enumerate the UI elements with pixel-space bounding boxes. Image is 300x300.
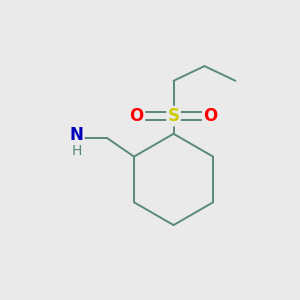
Text: O: O: [203, 107, 218, 125]
Text: O: O: [130, 107, 144, 125]
Text: N: N: [70, 126, 83, 144]
Text: S: S: [168, 107, 180, 125]
Text: H: H: [71, 145, 82, 158]
